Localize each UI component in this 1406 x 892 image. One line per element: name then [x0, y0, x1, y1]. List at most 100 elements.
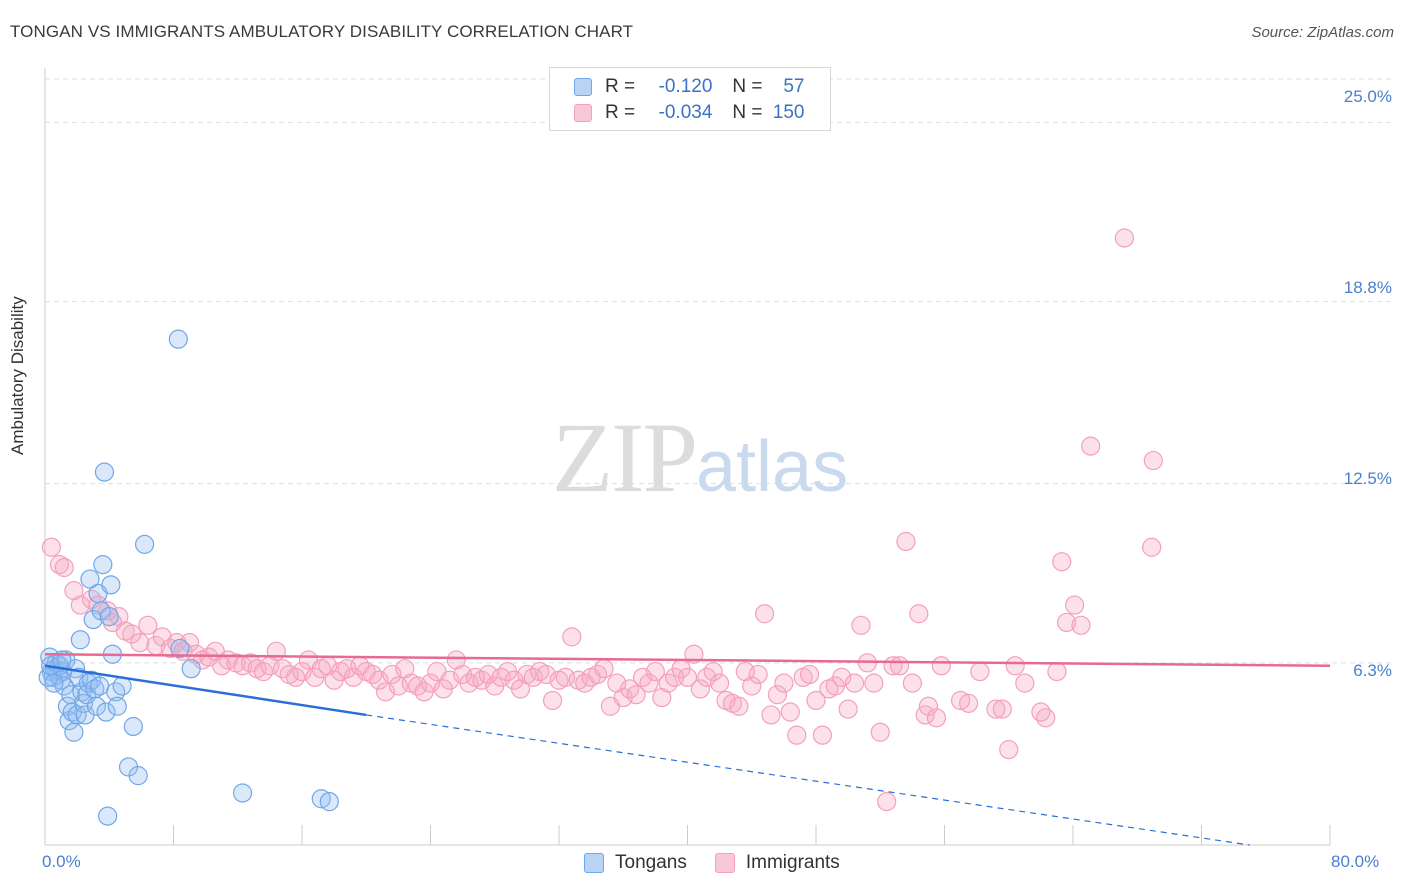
tongans-point — [128, 766, 148, 786]
legend-label-immigrants: Immigrants — [745, 852, 840, 873]
tongans-point — [101, 575, 121, 595]
immigrants-point — [684, 644, 704, 664]
legend-label-tongans: Tongans — [615, 852, 687, 873]
tongans-point — [67, 705, 87, 725]
immigrants-point — [645, 661, 665, 682]
immigrants-point — [754, 604, 775, 624]
tongans-swatch — [574, 78, 592, 96]
tongans-point — [44, 673, 64, 693]
legend-row-tongans: R = -0.120 N = 57 — [574, 75, 805, 99]
legend-n-value: 57 — [783, 76, 805, 97]
immigrants-point — [1065, 595, 1085, 615]
x-tick-label: 0.0% — [42, 852, 81, 871]
immigrants-point — [690, 679, 710, 699]
immigrants-point — [179, 633, 200, 653]
immigrants-point — [926, 708, 947, 728]
immigrants-point — [1071, 615, 1091, 635]
tongans-point — [90, 676, 110, 696]
immigrants-point — [1015, 673, 1035, 693]
immigrants-point — [1142, 537, 1162, 557]
gridlines — [45, 78, 1395, 664]
y-tick-label: 18.8% — [1343, 278, 1392, 297]
immigrants-point — [889, 656, 910, 676]
immigrants-point — [806, 690, 826, 711]
legend-r-label: R = — [605, 76, 636, 97]
immigrants-point — [1052, 552, 1072, 572]
immigrants-point — [986, 699, 1006, 719]
immigrants-point — [896, 531, 916, 552]
immigrants-point — [999, 740, 1019, 760]
axes — [44, 68, 1331, 846]
immigrants-point — [742, 676, 762, 696]
legend-r-label: R = — [605, 102, 636, 123]
immigrants-point — [1143, 450, 1163, 471]
immigrants-point — [1005, 656, 1025, 676]
immigrants-point — [767, 685, 788, 705]
tongans-point — [232, 783, 253, 803]
tongans-point — [96, 702, 116, 722]
immigrants-point — [799, 664, 820, 685]
tongans-point — [319, 792, 339, 812]
tongans-point — [64, 722, 84, 742]
tongans-point — [98, 806, 118, 826]
tongans-point — [70, 630, 90, 650]
tongans-point — [94, 462, 115, 482]
legend-n-label: N = — [732, 76, 763, 97]
tongans-legend-swatch — [584, 853, 604, 873]
immigrants-point — [864, 673, 884, 693]
immigrants-point — [970, 661, 990, 682]
immigrants-point — [851, 615, 871, 635]
x-tick-label: 80.0% — [1331, 852, 1380, 871]
tongans-trend-line — [44, 664, 367, 717]
trend-lines — [44, 652, 1331, 846]
source-label: Source: ZipAtlas.com — [1251, 24, 1394, 41]
immigrants-point — [780, 702, 800, 722]
immigrants-point — [1114, 228, 1135, 248]
immigrants-point — [1036, 708, 1056, 728]
watermark-zip: ZIP — [552, 402, 698, 513]
immigrants-point — [639, 673, 659, 693]
series-legend: Tongans Immigrants — [584, 852, 868, 874]
immigrants-point — [870, 722, 890, 742]
immigrants-point — [812, 725, 833, 745]
immigrants-point — [138, 615, 158, 635]
tongans-point — [99, 607, 119, 627]
tongans-point — [93, 555, 113, 575]
correlation-legend: R = -0.120 N = 57 R = -0.034 N = 150 — [549, 67, 831, 131]
immigrants-point — [838, 699, 858, 719]
immigrants-point — [844, 673, 865, 693]
immigrants-legend-swatch — [714, 853, 735, 873]
legend-n-value: 150 — [772, 102, 805, 123]
legend-r-value: -0.034 — [658, 102, 713, 123]
tongans-point — [80, 569, 100, 589]
immigrants-point — [542, 690, 563, 711]
tongans-point — [86, 696, 107, 716]
immigrants-point — [1081, 436, 1101, 456]
immigrants-point — [562, 627, 582, 647]
immigrants-point — [729, 696, 749, 716]
immigrants-point — [710, 673, 730, 693]
immigrants-point — [931, 656, 951, 676]
tongans-point — [170, 638, 190, 659]
immigrants-points — [41, 228, 1163, 812]
legend-n-label: N = — [732, 102, 763, 123]
immigrants-point — [877, 792, 897, 812]
immigrants-point — [41, 537, 62, 557]
tongans-point — [168, 329, 188, 349]
chart-title: TONGAN VS IMMIGRANTS AMBULATORY DISABILI… — [10, 22, 634, 41]
immigrants-point — [787, 725, 807, 745]
legend-item-tongans: Tongans — [584, 852, 687, 874]
y-axis-label: Ambulatory Disability — [8, 296, 27, 455]
immigrants-point — [88, 595, 108, 615]
tongans-point — [134, 534, 155, 554]
immigrants-point — [774, 673, 794, 693]
immigrants-trend-line — [44, 652, 1331, 668]
immigrants-point — [130, 633, 150, 653]
immigrants-point — [626, 685, 646, 705]
legend-row-immigrants: R = -0.034 N = 150 — [574, 101, 805, 125]
immigrants-point — [992, 699, 1012, 719]
immigrants-swatch — [574, 104, 592, 122]
y-tick-label: 12.5% — [1343, 469, 1392, 488]
immigrants-point — [958, 693, 979, 713]
